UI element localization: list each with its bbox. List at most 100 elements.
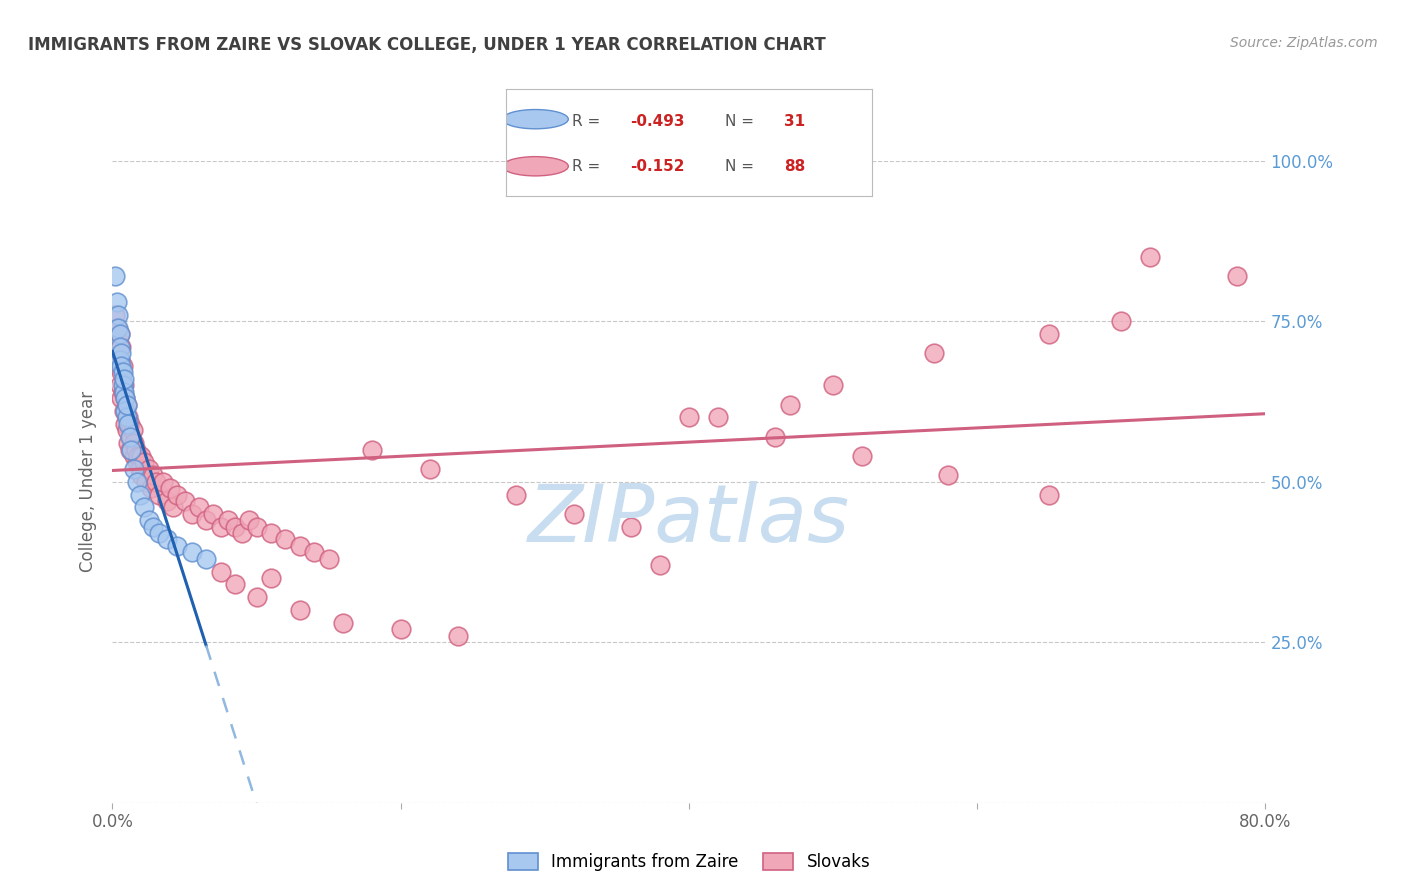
Point (118, 442, 141, 457)
Point (217, 513, 239, 527)
Point (678, 410, 700, 425)
Point (112, 372, 135, 386)
Text: IMMIGRANTS FROM ZAIRE VS SLOVAK COLLEGE, UNDER 1 YEAR CORRELATION CHART: IMMIGRANTS FROM ZAIRE VS SLOVAK COLLEGE,… (28, 36, 825, 54)
Point (419, 462, 441, 476)
Point (166, 539, 188, 553)
Point (107, 359, 129, 373)
Point (112, 384, 135, 399)
Point (108, 378, 131, 392)
Point (115, 398, 138, 412)
Point (107, 308, 129, 322)
Point (127, 449, 149, 463)
Text: -0.493: -0.493 (630, 114, 685, 128)
Point (1111, 314, 1133, 328)
Point (360, 442, 382, 457)
Point (134, 455, 156, 469)
Point (620, 519, 643, 533)
Y-axis label: College, Under 1 year: College, Under 1 year (79, 391, 97, 573)
Point (142, 519, 165, 533)
Point (110, 366, 132, 380)
Point (195, 551, 218, 566)
Text: N =: N = (725, 159, 755, 174)
Point (318, 551, 340, 566)
Point (111, 378, 134, 392)
Point (245, 591, 267, 605)
Text: Source: ZipAtlas.com: Source: ZipAtlas.com (1230, 36, 1378, 50)
Point (138, 513, 160, 527)
Point (117, 436, 139, 450)
Text: 88: 88 (785, 159, 806, 174)
Point (195, 513, 218, 527)
Point (209, 519, 232, 533)
Point (224, 519, 246, 533)
Point (332, 615, 354, 630)
Point (274, 533, 297, 547)
Point (129, 468, 153, 483)
Point (148, 487, 170, 501)
Point (202, 507, 225, 521)
Point (224, 577, 246, 591)
Point (117, 417, 139, 431)
Circle shape (502, 157, 568, 176)
Point (1038, 326, 1060, 341)
Point (118, 417, 141, 431)
Point (120, 430, 142, 444)
Point (115, 410, 138, 425)
Point (108, 352, 131, 367)
Point (107, 334, 129, 348)
Point (128, 462, 150, 476)
Point (108, 326, 131, 341)
Point (821, 378, 844, 392)
Point (936, 468, 959, 483)
Point (125, 475, 148, 489)
Point (110, 340, 132, 354)
Point (110, 346, 132, 360)
Point (111, 366, 134, 380)
Point (288, 539, 311, 553)
Point (135, 475, 157, 489)
Point (1226, 269, 1249, 284)
Point (152, 475, 174, 489)
Point (122, 449, 145, 463)
Point (922, 346, 945, 360)
Point (389, 623, 412, 637)
Point (162, 500, 184, 515)
Point (124, 442, 146, 457)
Point (114, 391, 136, 405)
Point (180, 507, 202, 521)
Point (105, 346, 128, 360)
Point (166, 487, 188, 501)
Point (134, 500, 156, 515)
Point (141, 481, 163, 495)
Point (447, 629, 470, 643)
Point (145, 475, 167, 489)
Point (245, 519, 267, 533)
Point (122, 462, 145, 476)
Point (188, 500, 211, 515)
Text: 31: 31 (785, 114, 806, 128)
Point (231, 526, 253, 541)
Point (209, 565, 232, 579)
Point (122, 436, 145, 450)
Point (105, 320, 128, 334)
Point (505, 487, 527, 501)
Point (114, 417, 136, 431)
Point (851, 449, 873, 463)
Point (112, 378, 135, 392)
Text: R =: R = (572, 159, 600, 174)
Point (111, 384, 134, 399)
Point (779, 398, 801, 412)
Point (117, 410, 139, 425)
Point (562, 507, 585, 521)
Point (142, 468, 165, 483)
Point (1038, 487, 1060, 501)
Circle shape (502, 110, 568, 128)
Point (108, 340, 131, 354)
Point (304, 545, 326, 559)
Point (110, 359, 132, 373)
Point (111, 359, 134, 373)
Point (128, 487, 150, 501)
Point (120, 442, 142, 457)
Point (105, 294, 128, 309)
Point (114, 404, 136, 418)
